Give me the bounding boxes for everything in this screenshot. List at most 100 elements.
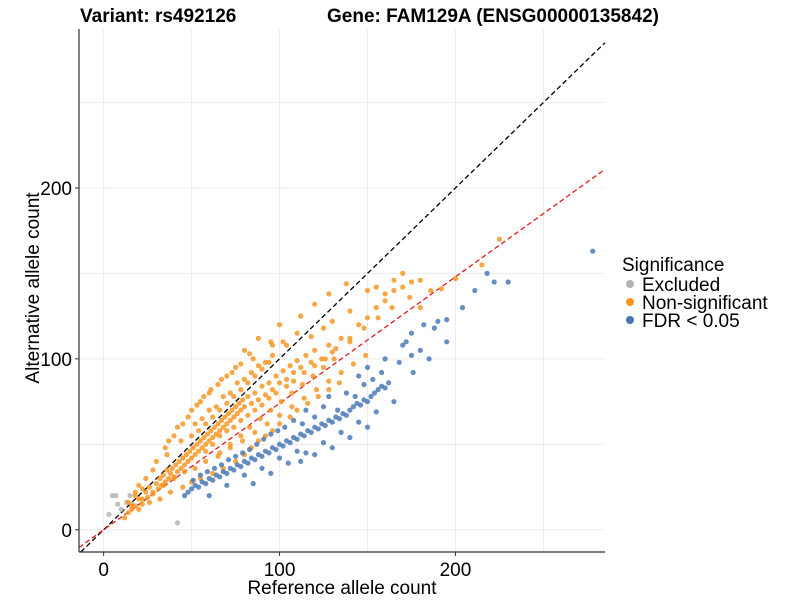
x-tick-label: 0	[98, 560, 109, 581]
point-non-significant	[224, 373, 230, 379]
point-non-significant	[227, 417, 233, 423]
point-non-significant	[361, 325, 367, 331]
point-non-significant	[250, 356, 256, 362]
point-non-significant	[276, 412, 283, 418]
point-non-significant	[189, 455, 195, 461]
point-non-significant	[373, 284, 379, 290]
point-non-significant	[190, 445, 196, 451]
legend-key-excluded	[626, 280, 634, 288]
point-fdr-0-05	[329, 419, 335, 425]
point-non-significant	[315, 393, 321, 400]
point-non-significant	[308, 359, 314, 365]
point-non-significant	[136, 482, 142, 488]
point-non-significant	[252, 390, 258, 396]
point-non-significant	[157, 496, 163, 502]
point-non-significant	[208, 428, 214, 434]
point-non-significant	[264, 421, 270, 427]
point-non-significant	[313, 387, 320, 393]
point-non-significant	[479, 262, 485, 268]
point-fdr-0-05	[336, 416, 342, 422]
point-non-significant	[343, 281, 349, 287]
point-non-significant	[204, 431, 210, 437]
point-fdr-0-05	[203, 481, 209, 487]
point-non-significant	[224, 428, 230, 434]
point-non-significant	[280, 339, 286, 345]
point-non-significant	[182, 469, 188, 475]
point-non-significant	[280, 368, 286, 374]
point-non-significant	[299, 381, 305, 388]
point-non-significant	[203, 458, 209, 464]
point-non-significant	[329, 318, 335, 324]
point-non-significant	[238, 417, 244, 423]
point-non-significant	[220, 393, 226, 400]
point-non-significant	[255, 335, 261, 341]
point-non-significant	[238, 361, 244, 367]
point-fdr-0-05	[261, 436, 267, 442]
point-non-significant	[276, 322, 283, 328]
point-fdr-0-05	[435, 318, 441, 324]
point-non-significant	[171, 433, 177, 439]
point-non-significant	[326, 291, 332, 297]
point-fdr-0-05	[343, 412, 349, 418]
point-fdr-0-05	[252, 457, 258, 463]
point-non-significant	[252, 429, 258, 435]
point-fdr-0-05	[282, 424, 288, 430]
point-non-significant	[143, 489, 149, 495]
point-non-significant	[160, 472, 166, 478]
point-non-significant	[199, 416, 205, 422]
point-non-significant	[259, 402, 265, 408]
x-tick-label: 200	[440, 560, 472, 581]
point-fdr-0-05	[190, 477, 196, 483]
point-non-significant	[150, 489, 156, 495]
y-axis-label: Alternative allele count	[23, 192, 44, 384]
point-non-significant	[233, 364, 239, 370]
point-fdr-0-05	[326, 393, 332, 400]
legend-label-fdr-0-05: FDR < 0.05	[642, 311, 740, 332]
point-non-significant	[203, 421, 209, 427]
point-non-significant	[150, 467, 156, 473]
point-fdr-0-05	[320, 404, 327, 410]
point-non-significant	[187, 448, 193, 454]
point-non-significant	[201, 393, 207, 400]
legend: Significance ExcludedNon-significantFDR …	[622, 255, 768, 332]
point-non-significant	[183, 452, 189, 458]
point-non-significant	[178, 438, 184, 444]
point-fdr-0-05	[382, 356, 388, 362]
point-excluded	[127, 493, 133, 499]
point-fdr-0-05	[233, 453, 239, 459]
point-non-significant	[210, 434, 216, 441]
point-non-significant	[180, 484, 186, 490]
point-non-significant	[129, 503, 135, 509]
point-fdr-0-05	[343, 390, 349, 396]
point-non-significant	[291, 369, 297, 376]
point-fdr-0-05	[312, 414, 318, 420]
point-fdr-0-05	[303, 407, 309, 413]
point-non-significant	[153, 481, 159, 487]
point-non-significant	[217, 428, 223, 434]
chart-title-gene: Gene: FAM129A (ENSG00000135842)	[327, 6, 659, 27]
point-fdr-0-05	[250, 481, 256, 487]
point-fdr-0-05	[196, 484, 202, 490]
point-non-significant	[400, 284, 406, 290]
point-fdr-0-05	[259, 465, 265, 471]
point-non-significant	[389, 305, 395, 311]
point-fdr-0-05	[484, 270, 490, 276]
point-fdr-0-05	[391, 399, 397, 405]
point-non-significant	[139, 486, 145, 492]
point-non-significant	[203, 448, 209, 454]
point-non-significant	[233, 404, 239, 410]
point-non-significant	[268, 407, 274, 413]
point-fdr-0-05	[386, 380, 392, 386]
point-fdr-0-05	[320, 440, 327, 446]
point-non-significant	[266, 395, 272, 401]
point-fdr-0-05	[347, 407, 353, 413]
point-non-significant	[206, 407, 212, 413]
point-fdr-0-05	[410, 369, 416, 376]
point-non-significant	[252, 407, 258, 413]
point-fdr-0-05	[356, 419, 362, 425]
point-fdr-0-05	[275, 428, 281, 434]
point-non-significant	[400, 270, 406, 276]
tick-labels: 0 100 200 0 100 200	[40, 179, 471, 581]
